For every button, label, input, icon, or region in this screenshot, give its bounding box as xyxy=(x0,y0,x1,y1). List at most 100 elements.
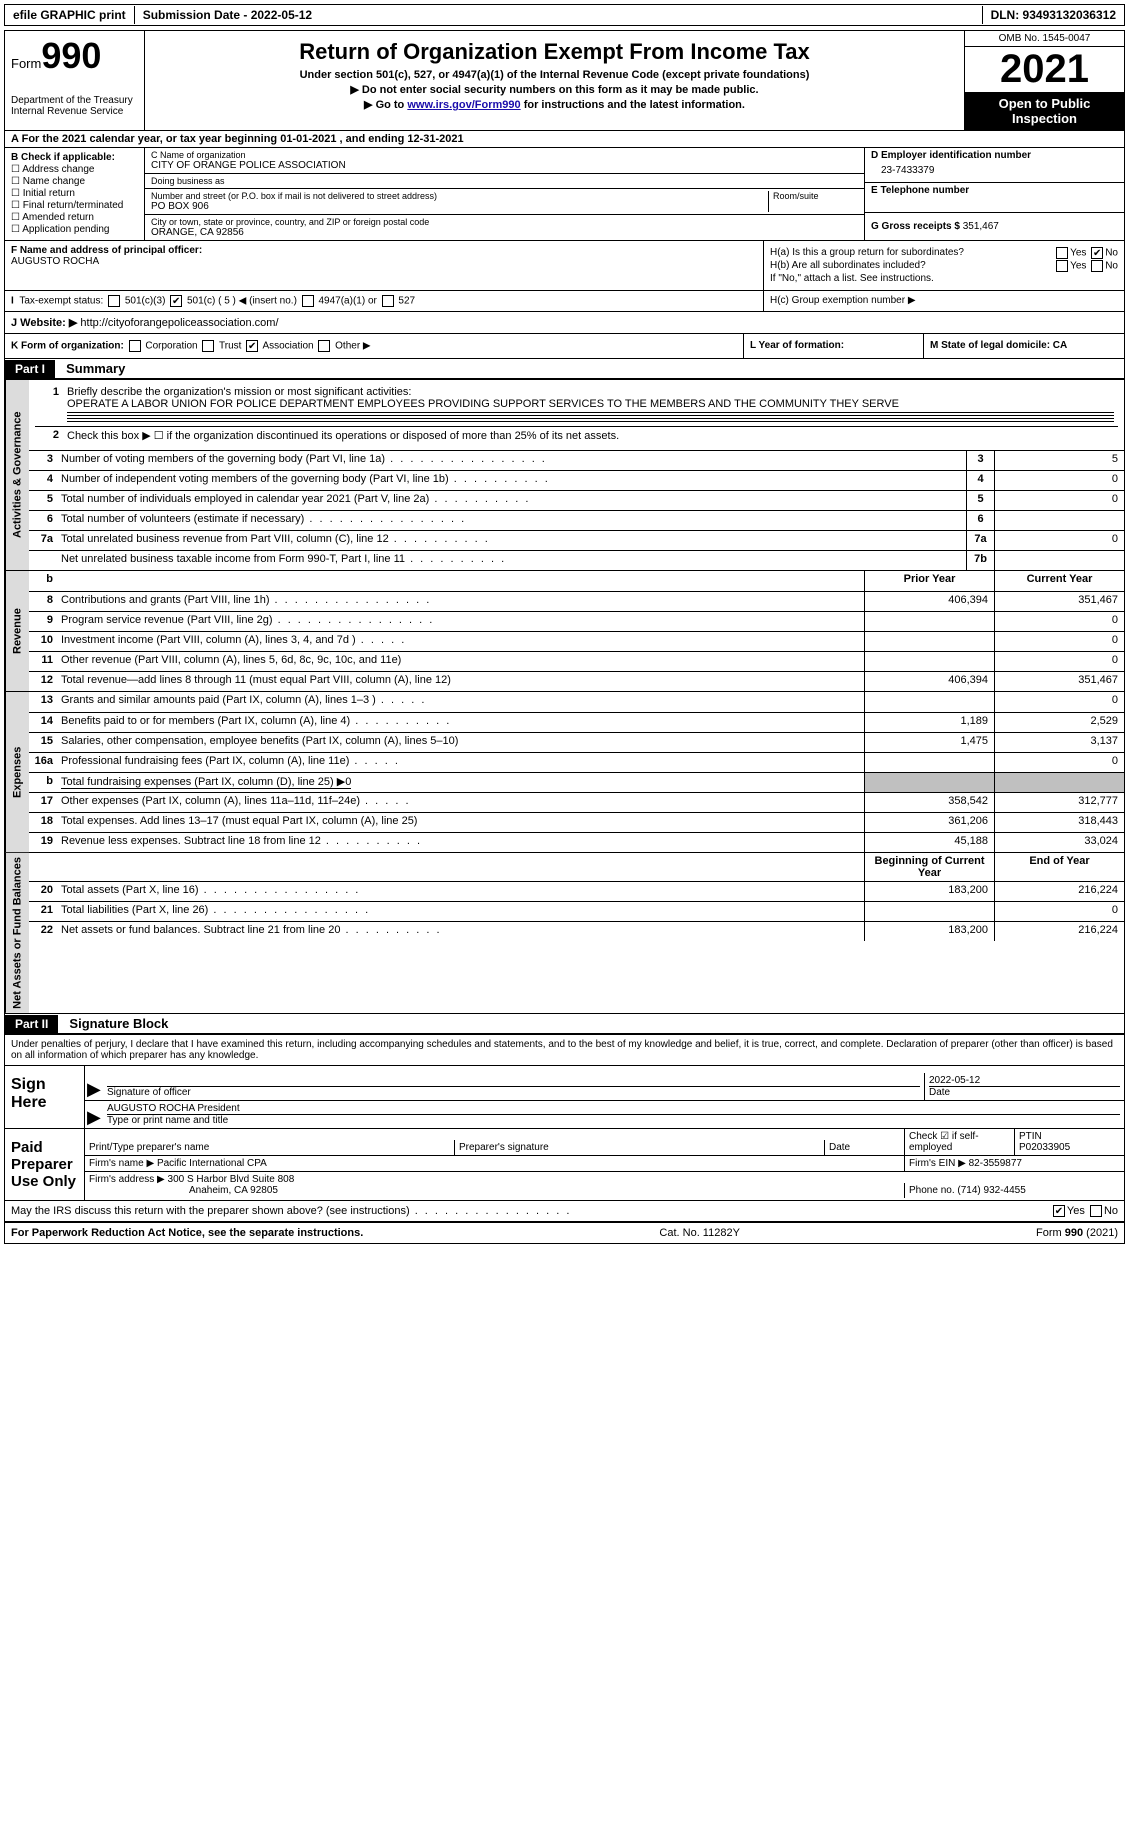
part2-label: Part II xyxy=(5,1015,58,1033)
firm-name: Pacific International CPA xyxy=(157,1158,267,1169)
chk-assoc[interactable]: ✔ xyxy=(246,340,258,352)
dba-label: Doing business as xyxy=(151,176,858,186)
line1-label: Briefly describe the organization's miss… xyxy=(67,386,411,398)
col-f-officer: F Name and address of principal officer:… xyxy=(5,241,764,290)
hb-no[interactable] xyxy=(1091,260,1103,272)
l22-num: 22 xyxy=(29,922,57,941)
col-hc: H(c) Group exemption number ▶ xyxy=(764,291,1124,311)
l8-curr: 351,467 xyxy=(994,592,1124,611)
hb-yes[interactable] xyxy=(1056,260,1068,272)
chk-trust[interactable] xyxy=(202,340,214,352)
l14-curr: 2,529 xyxy=(994,713,1124,732)
l11-curr: 0 xyxy=(994,652,1124,671)
preparer-row: Paid Preparer Use Only Print/Type prepar… xyxy=(5,1129,1124,1201)
form-label: Form xyxy=(11,56,41,71)
part1-header: Part I Summary xyxy=(5,359,1124,380)
chk-527[interactable] xyxy=(382,295,394,307)
col-k-form-org: K Form of organization: Corporation Trus… xyxy=(5,334,744,358)
l7a-val: 0 xyxy=(994,531,1124,550)
form-subtitle-2: Do not enter social security numbers on … xyxy=(151,83,958,96)
l16a-prior xyxy=(864,753,994,772)
chk-501c3[interactable] xyxy=(108,295,120,307)
chk-final-return[interactable]: Final return/terminated xyxy=(11,200,138,211)
footer-right: Form 990 (2021) xyxy=(1036,1227,1118,1239)
chk-amended-return[interactable]: Amended return xyxy=(11,212,138,223)
discuss-no[interactable] xyxy=(1090,1205,1102,1217)
part2-header: Part II Signature Block xyxy=(5,1014,1124,1035)
l21-end: 0 xyxy=(994,902,1124,921)
phone-value: (714) 932-4455 xyxy=(957,1185,1025,1196)
chk-initial-return[interactable]: Initial return xyxy=(11,188,138,199)
footer-left: For Paperwork Reduction Act Notice, see … xyxy=(11,1227,363,1239)
ha-no[interactable]: ✔ xyxy=(1091,247,1103,259)
l12-prior: 406,394 xyxy=(864,672,994,691)
firm-addr-label: Firm's address ▶ xyxy=(89,1174,165,1185)
row-fgh: F Name and address of principal officer:… xyxy=(5,241,1124,291)
col-d-ein: D Employer identification number 23-7433… xyxy=(864,148,1124,240)
l3-num: 3 xyxy=(29,451,57,470)
l8-num: 8 xyxy=(29,592,57,611)
l4-val: 0 xyxy=(994,471,1124,490)
row-j-website: J Website: ▶ http://cityoforangepoliceas… xyxy=(5,312,1124,334)
irs-link[interactable]: www.irs.gov/Form990 xyxy=(407,99,520,111)
l15-text: Salaries, other compensation, employee b… xyxy=(57,733,864,752)
chk-address-change[interactable]: Address change xyxy=(11,164,138,175)
col-i-tax-status: I Tax-exempt status: 501(c)(3) ✔ 501(c) … xyxy=(5,291,764,311)
firm-ein: 82-3559877 xyxy=(969,1158,1022,1169)
chk-name-change[interactable]: Name change xyxy=(11,176,138,187)
l6-text: Total number of volunteers (estimate if … xyxy=(57,511,966,530)
org-name-label: C Name of organization xyxy=(151,150,858,160)
header-right: OMB No. 1545-0047 2021 Open to Public In… xyxy=(964,31,1124,130)
l11-num: 11 xyxy=(29,652,57,671)
vtab-netassets: Net Assets or Fund Balances xyxy=(5,853,29,1013)
lbl-501c3: 501(c)(3) xyxy=(125,296,166,307)
prep-check-label: Check ☑ if self-employed xyxy=(909,1131,979,1153)
l14-num: 14 xyxy=(29,713,57,732)
l6-val xyxy=(994,511,1124,530)
lbl-4947: 4947(a)(1) or xyxy=(318,296,376,307)
line2-text: Check this box ▶ ☐ if the organization d… xyxy=(63,427,1118,446)
section-revenue: Revenue bPrior YearCurrent Year 8Contrib… xyxy=(5,571,1124,692)
officer-name: AUGUSTO ROCHA xyxy=(11,256,757,267)
l7b-text: Net unrelated business taxable income fr… xyxy=(57,551,966,570)
firm-ein-label: Firm's EIN ▶ xyxy=(909,1158,966,1169)
part2-title: Signature Block xyxy=(61,1014,176,1033)
form-subtitle-1: Under section 501(c), 527, or 4947(a)(1)… xyxy=(151,69,958,81)
l6-num: 6 xyxy=(29,511,57,530)
chk-501c[interactable]: ✔ xyxy=(170,295,182,307)
l10-num: 10 xyxy=(29,632,57,651)
l7a-box: 7a xyxy=(966,531,994,550)
l3-val: 5 xyxy=(994,451,1124,470)
vtab-activities: Activities & Governance xyxy=(5,380,29,570)
street-label: Number and street (or P.O. box if mail i… xyxy=(151,191,768,201)
ha-yes[interactable] xyxy=(1056,247,1068,259)
l14-text: Benefits paid to or for members (Part IX… xyxy=(57,713,864,732)
l4-box: 4 xyxy=(966,471,994,490)
chk-application-pending[interactable]: Application pending xyxy=(11,224,138,235)
l17-num: 17 xyxy=(29,793,57,812)
row-klm: K Form of organization: Corporation Trus… xyxy=(5,334,1124,359)
header-left: Form990 Department of the Treasury Inter… xyxy=(5,31,145,130)
l11-text: Other revenue (Part VIII, column (A), li… xyxy=(57,652,864,671)
room-label: Room/suite xyxy=(773,191,858,201)
l16b-prior xyxy=(864,773,994,792)
chk-other[interactable] xyxy=(318,340,330,352)
chk-4947[interactable] xyxy=(302,295,314,307)
l18-curr: 318,443 xyxy=(994,813,1124,832)
sig-name-label: Type or print name and title xyxy=(107,1114,1120,1126)
l15-num: 15 xyxy=(29,733,57,752)
l19-num: 19 xyxy=(29,833,57,852)
ein-value: 23-7433379 xyxy=(871,161,1118,180)
chk-corp[interactable] xyxy=(129,340,141,352)
goto-post: for instructions and the latest informat… xyxy=(521,99,745,111)
dln-number: DLN: 93493132036312 xyxy=(982,6,1124,24)
discuss-yes[interactable]: ✔ xyxy=(1053,1205,1065,1217)
goto-pre: Go to xyxy=(376,99,408,111)
hdr-current-year: Current Year xyxy=(994,571,1124,591)
efile-print-button[interactable]: efile GRAPHIC print xyxy=(5,6,135,24)
sig-intro: Under penalties of perjury, I declare th… xyxy=(5,1035,1124,1066)
col-c-org: C Name of organization CITY OF ORANGE PO… xyxy=(145,148,864,240)
section-activities: Activities & Governance 1 Briefly descri… xyxy=(5,380,1124,571)
l10-text: Investment income (Part VIII, column (A)… xyxy=(57,632,864,651)
l19-prior: 45,188 xyxy=(864,833,994,852)
